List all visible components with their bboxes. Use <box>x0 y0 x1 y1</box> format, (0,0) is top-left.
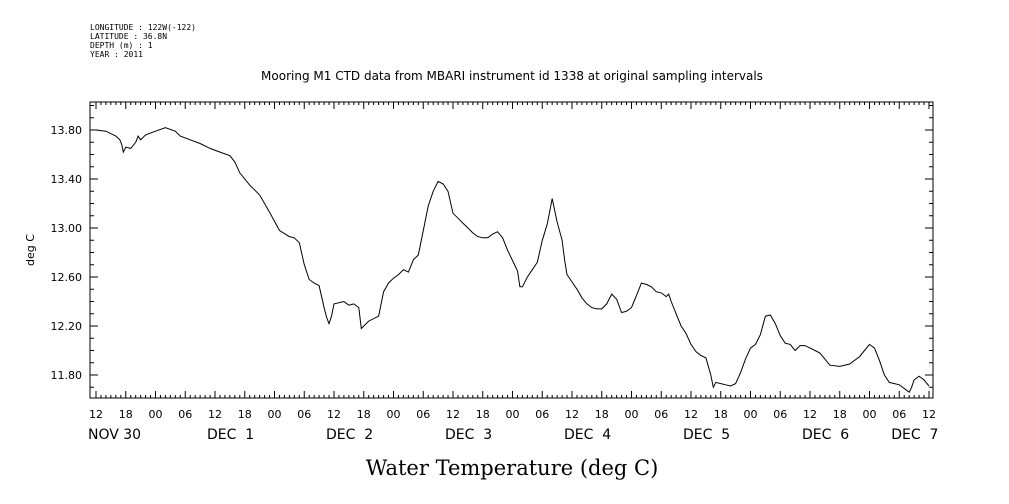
x-tick-label: 18 <box>714 408 728 421</box>
x-tick-label: 06 <box>297 408 311 421</box>
x-tick-label: 18 <box>595 408 609 421</box>
x-tick-label: 18 <box>238 408 252 421</box>
x-day-label: DEC 2 <box>326 427 373 443</box>
x-tick-label: 12 <box>803 408 817 421</box>
x-tick-labels: 12 18 00 06 12 18 00 06 12 18 00 06 12 18 00 06 12 18 00 06… <box>89 408 936 421</box>
x-tick-label: 06 <box>178 408 192 421</box>
y-tick-label: 11.80 <box>51 369 83 382</box>
x-tick-label: 12 <box>565 408 579 421</box>
temperature-series-line <box>95 127 930 393</box>
y-tick-label: 13.80 <box>51 124 83 137</box>
axis-ticks <box>90 102 933 398</box>
x-day-label: DEC 6 <box>802 427 849 443</box>
x-tick-label: 00 <box>625 408 639 421</box>
x-day-label: DEC 3 <box>445 427 492 443</box>
x-day-label: DEC 7 <box>891 427 938 443</box>
meta-year: YEAR : 2011 <box>90 50 143 59</box>
x-tick-label: 12 <box>89 408 103 421</box>
x-day-label: DEC 4 <box>564 427 611 443</box>
x-tick-label: 06 <box>535 408 549 421</box>
y-tick-label: 12.60 <box>51 271 83 284</box>
meta-depth: DEPTH (m) : 1 <box>90 41 153 50</box>
x-tick-label: 12 <box>327 408 341 421</box>
y-tick-labels: 11.80 12.20 12.60 13.00 13.40 13.80 <box>51 124 83 382</box>
plot-frame <box>89 101 934 399</box>
x-axis-title: Water Temperature (deg C) <box>366 456 659 480</box>
meta-longitude: LONGITUDE : 122W(-122) <box>90 23 196 32</box>
x-day-label: DEC 5 <box>683 427 730 443</box>
x-day-labels: NOV 30 DEC 1 DEC 2 DEC 3 DEC 4 DEC 5 DEC 6 DEC … <box>88 427 938 443</box>
y-tick-label: 13.00 <box>51 222 83 235</box>
x-tick-label: 18 <box>833 408 847 421</box>
y-axis-label: deg C <box>24 234 37 266</box>
x-tick-label: 06 <box>773 408 787 421</box>
x-tick-label: 06 <box>892 408 906 421</box>
x-tick-label: 00 <box>744 408 758 421</box>
x-tick-label: 00 <box>863 408 877 421</box>
meta-latitude: LATITUDE : 36.8N <box>90 32 167 41</box>
x-tick-label: 18 <box>357 408 371 421</box>
y-tick-label: 12.20 <box>51 320 83 333</box>
x-tick-label: 12 <box>208 408 222 421</box>
y-tick-label: 13.40 <box>51 173 83 186</box>
x-tick-label: 18 <box>119 408 133 421</box>
x-tick-label: 06 <box>416 408 430 421</box>
x-tick-label: 12 <box>684 408 698 421</box>
x-day-label: NOV 30 <box>88 427 141 443</box>
x-tick-label: 00 <box>387 408 401 421</box>
x-day-label: DEC 1 <box>207 427 254 443</box>
chart-title: Mooring M1 CTD data from MBARI instrumen… <box>261 69 763 83</box>
metadata-block: LONGITUDE : 122W(-122) LATITUDE : 36.8N … <box>90 23 196 59</box>
x-tick-label: 00 <box>149 408 163 421</box>
x-tick-label: 18 <box>476 408 490 421</box>
x-tick-label: 12 <box>922 408 936 421</box>
x-tick-label: 12 <box>446 408 460 421</box>
x-tick-label: 06 <box>654 408 668 421</box>
x-tick-label: 00 <box>268 408 282 421</box>
x-tick-label: 00 <box>506 408 520 421</box>
